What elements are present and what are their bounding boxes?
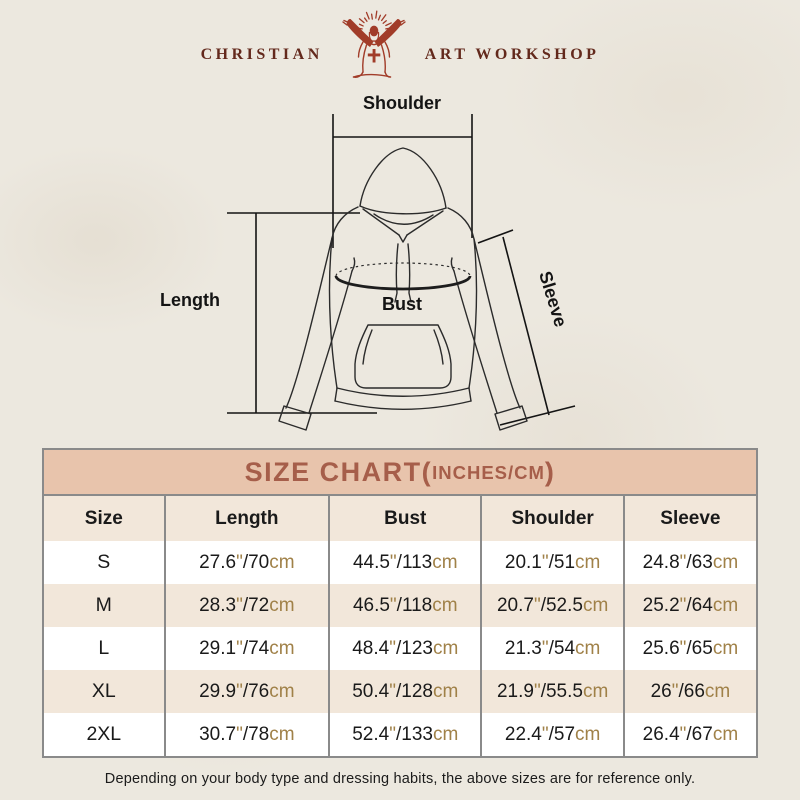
length-measurement: 27.6 "/70 cm: [163, 541, 328, 584]
length-measurement: 28.3 "/72 cm: [163, 584, 328, 627]
brand-name-left: CHRISTIAN: [200, 46, 323, 63]
sleeve-measurement: 26 "/66 cm: [622, 670, 756, 713]
length-label: Length: [160, 290, 220, 310]
sleeve-measurement: 25.2 "/64 cm: [622, 584, 756, 627]
shoulder-measurement: 21.9 "/55.5 cm: [480, 670, 622, 713]
length-measurement: 29.1 "/74 cm: [163, 627, 328, 670]
shoulder-measurement: 22.4 "/57 cm: [480, 713, 622, 756]
size-row-s: S 27.6 "/70 cm 44.5 "/113 cm 20.1 "/51 cm 24.8 "/63…: [44, 541, 756, 584]
shoulder-measurement: 20.1 "/51 cm: [480, 541, 622, 584]
length-measurement: 30.7 "/78 cm: [163, 713, 328, 756]
size-chart-title: SIZE CHART(INCHES/CM): [44, 450, 756, 496]
size-value: L: [98, 637, 110, 659]
title-open-paren: (: [421, 456, 433, 487]
bust-measurement: 48.4 "/123 cm: [328, 627, 480, 670]
column-header-bust: Bust: [328, 496, 480, 541]
sleeve-measurement: 26.4 "/67 cm: [622, 713, 756, 756]
shoulder-label: Shoulder: [363, 93, 441, 113]
bust-measurement: 44.5 "/113 cm: [328, 541, 480, 584]
column-header-length: Length: [163, 496, 328, 541]
length-measurement: 29.9 "/76 cm: [163, 670, 328, 713]
hoodie-measurement-diagram: Shoulder Length Bust Sleeve: [0, 88, 800, 448]
sleeve-measurement: 25.6 "/65 cm: [622, 627, 756, 670]
size-value: 2XL: [86, 723, 122, 745]
size-chart-table: SIZE CHART(INCHES/CM) Size Length Bust Shou…: [42, 448, 758, 758]
sleeve-measurement: 24.8 "/63 cm: [622, 541, 756, 584]
size-value: S: [97, 551, 111, 573]
bust-measurement: 50.4 "/128 cm: [328, 670, 480, 713]
size-row-xl: XL 29.9 "/76 cm 50.4 "/128 cm 21.9 "/55.5 cm 26 "/6…: [44, 670, 756, 713]
size-value: M: [95, 594, 112, 616]
title-close-paren: ): [544, 456, 556, 487]
bust-measurement: 52.4 "/133 cm: [328, 713, 480, 756]
reference-note: Depending on your body type and dressing…: [104, 771, 696, 787]
table-body: S 27.6 "/70 cm 44.5 "/113 cm 20.1 "/51 cm 24.8 "/63…: [44, 541, 756, 756]
size-row-l: L 29.1 "/74 cm 48.4 "/123 cm 21.3 "/54 cm 25.6 "/65…: [44, 627, 756, 670]
shoulder-measurement: 21.3 "/54 cm: [480, 627, 622, 670]
shoulder-measurement: 20.7 "/52.5 cm: [480, 584, 622, 627]
bust-measurement: 46.5 "/118 cm: [328, 584, 480, 627]
size-row-m: M 28.3 "/72 cm 46.5 "/118 cm 20.7 "/52.5 cm 25.2 " /…: [44, 584, 756, 627]
table-header-row: Size Length Bust Shoulder Sleeve: [44, 496, 756, 541]
column-header-sleeve: Sleeve: [622, 496, 756, 541]
size-row-2xl: 2XL 30.7 "/78 cm 52.4 "/133 cm 22.4 "/57 cm 26.4 " /…: [44, 713, 756, 756]
bust-label: Bust: [382, 294, 422, 314]
column-header-size: Size: [84, 507, 123, 529]
brand-name-right: ART WORKSHOP: [424, 46, 600, 63]
column-header-shoulder: Shoulder: [480, 496, 622, 541]
title-units: INCHES/CM: [432, 462, 545, 483]
brand-header: CHRISTIAN: [0, 0, 800, 88]
hoodie-illustration: Shoulder Length Bust Sleeve: [160, 93, 576, 431]
title-main: SIZE CHART: [244, 456, 422, 487]
jesus-rays-icon: [342, 10, 406, 78]
sleeve-label: Sleeve: [535, 269, 571, 329]
size-value: XL: [91, 680, 116, 702]
